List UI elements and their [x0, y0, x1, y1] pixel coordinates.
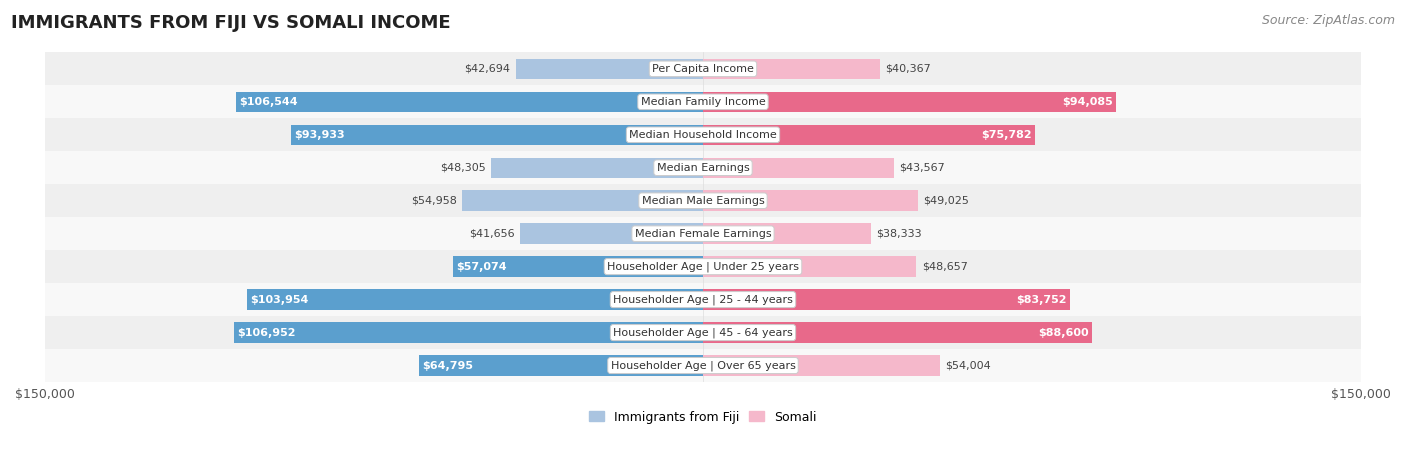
Bar: [516, 59, 703, 79]
Bar: [45, 316, 1361, 349]
Text: $103,954: $103,954: [250, 295, 308, 304]
Text: IMMIGRANTS FROM FIJI VS SOMALI INCOME: IMMIGRANTS FROM FIJI VS SOMALI INCOME: [11, 14, 451, 32]
Bar: [703, 290, 1070, 310]
Legend: Immigrants from Fiji, Somali: Immigrants from Fiji, Somali: [583, 405, 823, 429]
Text: Source: ZipAtlas.com: Source: ZipAtlas.com: [1261, 14, 1395, 27]
Bar: [703, 157, 894, 178]
Text: $38,333: $38,333: [876, 229, 922, 239]
Text: $93,933: $93,933: [294, 130, 344, 140]
Bar: [703, 224, 872, 244]
Bar: [45, 151, 1361, 184]
Bar: [419, 355, 703, 376]
Text: Median Earnings: Median Earnings: [657, 163, 749, 173]
Bar: [453, 256, 703, 277]
Bar: [703, 125, 1035, 145]
Text: $106,544: $106,544: [239, 97, 298, 107]
Bar: [45, 217, 1361, 250]
Bar: [236, 92, 703, 112]
Bar: [45, 85, 1361, 118]
Text: Median Male Earnings: Median Male Earnings: [641, 196, 765, 206]
Bar: [703, 355, 941, 376]
Bar: [703, 92, 1116, 112]
Bar: [491, 157, 703, 178]
Text: Householder Age | Over 65 years: Householder Age | Over 65 years: [610, 361, 796, 371]
Bar: [45, 283, 1361, 316]
Text: $88,600: $88,600: [1038, 327, 1088, 338]
Text: $64,795: $64,795: [422, 361, 472, 370]
Bar: [247, 290, 703, 310]
Bar: [291, 125, 703, 145]
Bar: [463, 191, 703, 211]
Text: $42,694: $42,694: [464, 64, 510, 74]
Bar: [45, 118, 1361, 151]
Bar: [233, 322, 703, 343]
Text: $57,074: $57,074: [456, 262, 506, 272]
Text: $49,025: $49,025: [924, 196, 969, 206]
Bar: [45, 184, 1361, 217]
Text: $40,367: $40,367: [886, 64, 931, 74]
Text: $54,958: $54,958: [411, 196, 457, 206]
Text: $41,656: $41,656: [470, 229, 515, 239]
Text: Median Family Income: Median Family Income: [641, 97, 765, 107]
Bar: [703, 59, 880, 79]
Text: $54,004: $54,004: [945, 361, 991, 370]
Text: $83,752: $83,752: [1017, 295, 1067, 304]
Bar: [45, 52, 1361, 85]
Text: $94,085: $94,085: [1062, 97, 1112, 107]
Text: $75,782: $75,782: [981, 130, 1032, 140]
Bar: [703, 256, 917, 277]
Bar: [45, 250, 1361, 283]
Text: $48,657: $48,657: [922, 262, 967, 272]
Text: Householder Age | 25 - 44 years: Householder Age | 25 - 44 years: [613, 294, 793, 305]
Text: Median Household Income: Median Household Income: [628, 130, 778, 140]
Text: Median Female Earnings: Median Female Earnings: [634, 229, 772, 239]
Bar: [703, 322, 1091, 343]
Bar: [45, 349, 1361, 382]
Text: $43,567: $43,567: [900, 163, 945, 173]
Text: Householder Age | Under 25 years: Householder Age | Under 25 years: [607, 262, 799, 272]
Text: $106,952: $106,952: [238, 327, 295, 338]
Bar: [703, 191, 918, 211]
Text: $48,305: $48,305: [440, 163, 486, 173]
Text: Per Capita Income: Per Capita Income: [652, 64, 754, 74]
Text: Householder Age | 45 - 64 years: Householder Age | 45 - 64 years: [613, 327, 793, 338]
Bar: [520, 224, 703, 244]
